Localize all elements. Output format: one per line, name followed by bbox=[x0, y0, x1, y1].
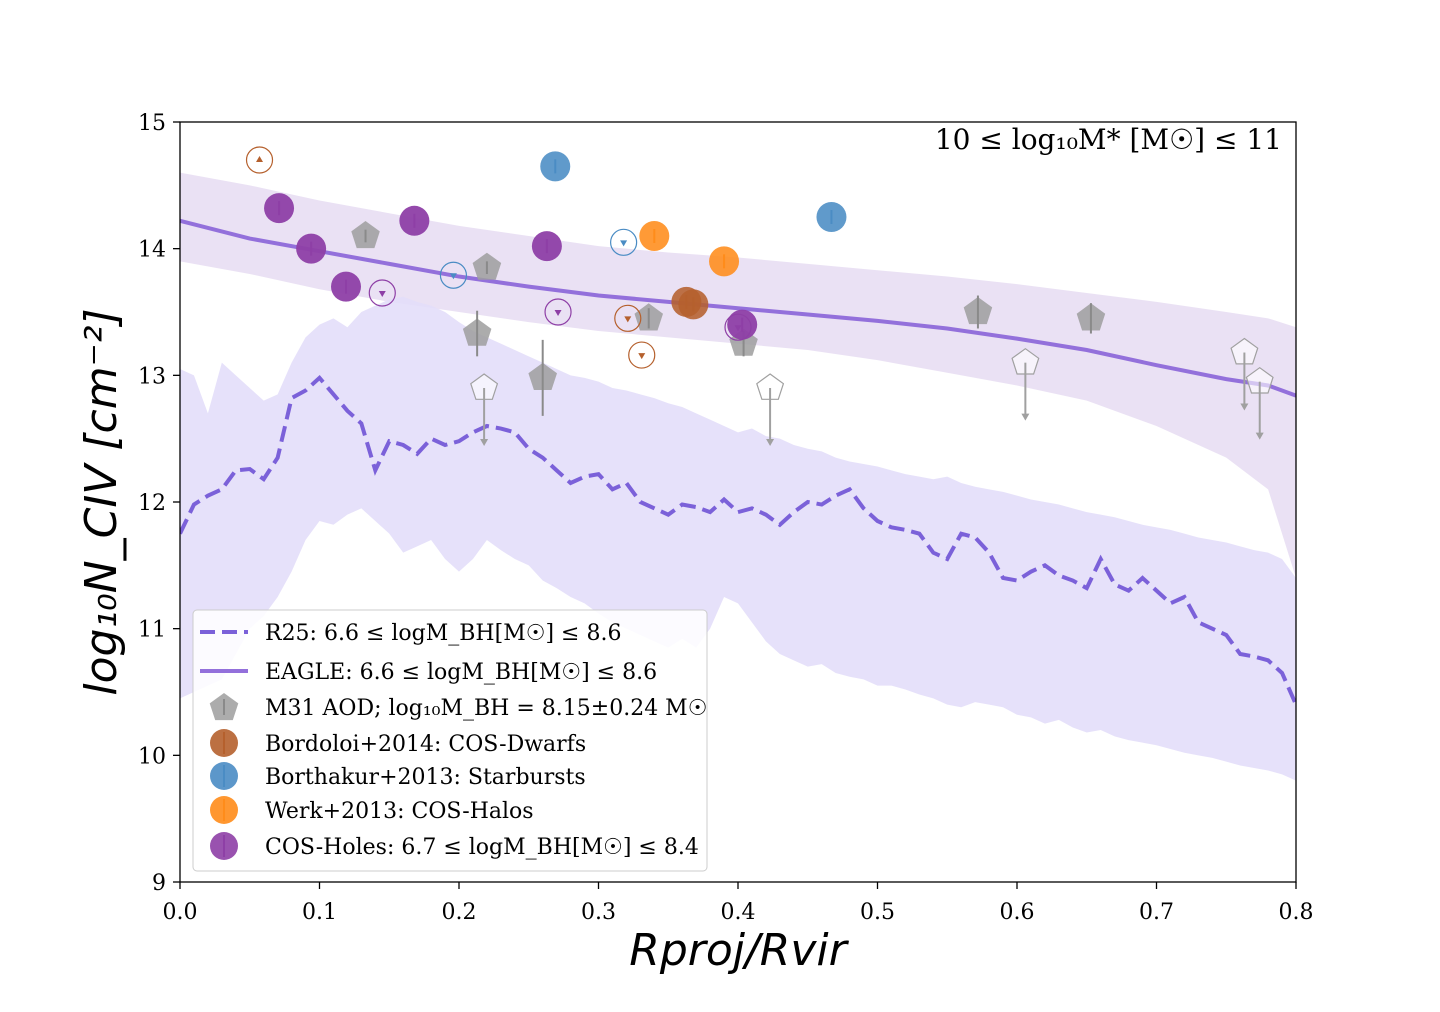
borthakur-limit-marker bbox=[449, 273, 457, 280]
legend-label: COS-Holes: 6.7 ≤ logM_BH[M☉] ≤ 8.4 bbox=[265, 835, 699, 860]
m31-arrow-head bbox=[1021, 413, 1030, 421]
legend-label: M31 AOD; log₁₀M_BH = 8.15±0.24 M☉ bbox=[265, 696, 707, 721]
y-tick-label: 9 bbox=[152, 871, 166, 896]
y-axis-title: log₁₀N_CIV [cm⁻²] bbox=[76, 308, 127, 695]
m31-arrow-head bbox=[766, 439, 775, 446]
legend: R25: 6.6 ≤ logM_BH[M☉] ≤ 8.6 EAGLE: 6.6 ≤… bbox=[192, 609, 708, 872]
shaded-bands bbox=[180, 172, 1296, 781]
r25-line bbox=[180, 374, 1296, 706]
y-tick-label: 15 bbox=[138, 111, 166, 136]
x-tick-label: 0.8 bbox=[1279, 900, 1314, 925]
cosholes-limit-marker bbox=[554, 310, 562, 316]
observation-points bbox=[245, 146, 1274, 446]
m31-arrow-head bbox=[1240, 403, 1249, 411]
borthakur-upper-limit bbox=[439, 261, 468, 289]
r25-band bbox=[180, 296, 1296, 781]
eagle-line bbox=[180, 218, 1296, 398]
x-tick-label: 0.1 bbox=[302, 900, 337, 925]
model-lines bbox=[180, 218, 1296, 706]
y-tick-label: 12 bbox=[138, 491, 166, 516]
y-tick-label: 14 bbox=[138, 238, 166, 263]
bordoloi-upper-limit bbox=[614, 304, 642, 332]
legend-label: Bordoloi+2014: COS-Dwarfs bbox=[265, 732, 586, 757]
x-tick-label: 0.0 bbox=[163, 900, 198, 925]
bordoloi-upper-limit bbox=[628, 341, 656, 369]
bordoloi-limit-marker bbox=[638, 353, 646, 360]
borthakur-limit-marker bbox=[620, 240, 628, 247]
axis-ticks: 0.0 0.1 0.2 0.3 0.4 0.5 0.6 0.7 0.8 9 10 11 12 13 14 15 bbox=[138, 111, 1314, 925]
bordoloi-lower-limit bbox=[245, 146, 274, 174]
x-tick-label: 0.7 bbox=[1139, 900, 1174, 925]
x-tick-label: 0.3 bbox=[581, 900, 616, 925]
borthakur-upper-limit bbox=[610, 228, 638, 256]
cosholes-upper-limit bbox=[544, 298, 572, 326]
bordoloi-limit-marker bbox=[256, 156, 264, 162]
legend-frame bbox=[192, 609, 708, 872]
eagle-band bbox=[180, 172, 1296, 578]
y-tick-label: 11 bbox=[138, 618, 166, 643]
legend-label: Borthakur+2013: Starbursts bbox=[265, 765, 586, 790]
x-axis-title: Rproj/Rvir bbox=[629, 925, 849, 976]
x-tick-label: 0.4 bbox=[721, 900, 756, 925]
m31-arrow-head bbox=[1255, 432, 1264, 440]
bordoloi-limit-marker bbox=[624, 316, 632, 323]
x-tick-label: 0.2 bbox=[442, 900, 477, 925]
chart-annotation: 10 ≤ log₁₀M* [M☉] ≤ 11 bbox=[935, 123, 1282, 156]
y-tick-label: 13 bbox=[138, 364, 166, 389]
cosholes-limit-marker bbox=[734, 325, 742, 332]
x-tick-label: 0.5 bbox=[860, 900, 895, 925]
legend-label: Werk+2013: COS-Halos bbox=[265, 799, 534, 824]
y-tick-label: 10 bbox=[138, 744, 166, 769]
x-tick-label: 0.6 bbox=[1000, 900, 1035, 925]
legend-label: EAGLE: 6.6 ≤ logM_BH[M☉] ≤ 8.6 bbox=[265, 660, 657, 685]
m31-arrow-head bbox=[480, 439, 489, 446]
cosholes-limit-marker bbox=[378, 291, 386, 297]
cosholes-upper-limit bbox=[724, 313, 752, 341]
cosholes-upper-limit bbox=[368, 279, 396, 307]
legend-label: R25: 6.6 ≤ logM_BH[M☉] ≤ 8.6 bbox=[265, 621, 621, 646]
